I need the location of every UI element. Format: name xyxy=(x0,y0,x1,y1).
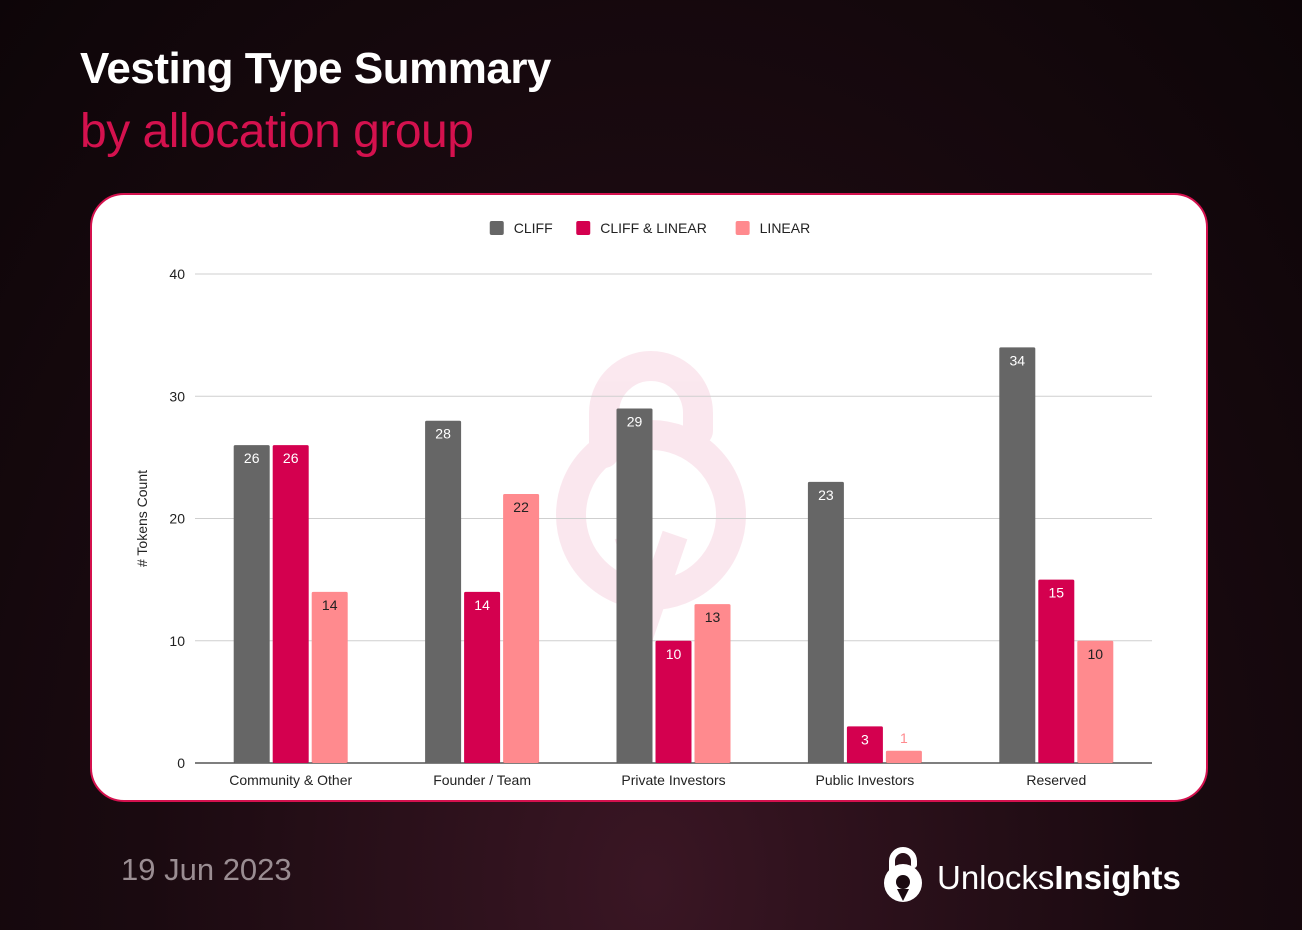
legend-swatch xyxy=(576,221,591,235)
brand-name: UnlocksInsights xyxy=(937,859,1181,897)
x-tick-label: Community & Other xyxy=(229,772,352,788)
data-label: 26 xyxy=(283,450,299,466)
bar-cliff xyxy=(425,420,462,763)
data-label: 1 xyxy=(900,730,908,746)
data-label: 14 xyxy=(322,597,338,613)
data-label: 29 xyxy=(627,413,643,429)
bar-linear xyxy=(311,591,348,763)
page-title: Vesting Type Summary xyxy=(80,44,551,93)
bar-cliff xyxy=(233,445,270,763)
data-label: 26 xyxy=(244,450,260,466)
data-label: 28 xyxy=(435,426,451,442)
bar-cliff-linear xyxy=(272,445,309,763)
brand-logo-group: UnlocksInsights xyxy=(880,845,1210,907)
bar-linear xyxy=(885,750,922,763)
bar-chart: 0 10 20 30 40 # Tokens Count 26 26 14 Community &… xyxy=(134,220,1152,788)
bar-cliff-linear xyxy=(655,640,692,763)
bar-cliff xyxy=(616,408,653,763)
data-label: 22 xyxy=(513,499,529,515)
bar-cliff-linear xyxy=(846,726,883,763)
data-label: 3 xyxy=(861,731,869,747)
brand-name-light: Unlocks xyxy=(937,859,1055,896)
data-label: 10 xyxy=(666,646,682,662)
bar-linear xyxy=(1077,640,1114,763)
y-axis-label: # Tokens Count xyxy=(134,470,150,567)
page-subtitle: by allocation group xyxy=(80,105,474,158)
legend-swatch xyxy=(735,221,750,235)
brand-name-bold: Insights xyxy=(1054,859,1181,896)
report-date: 19 Jun 2023 xyxy=(121,852,292,887)
data-label: 34 xyxy=(1010,352,1026,368)
bar-linear xyxy=(694,604,731,763)
y-tick-label: 30 xyxy=(169,388,185,404)
chart-card: 0 10 20 30 40 # Tokens Count 26 26 14 Community &… xyxy=(90,193,1208,802)
x-tick-label: Private Investors xyxy=(621,772,725,788)
legend-label: LINEAR xyxy=(760,220,811,236)
legend-label: CLIFF xyxy=(514,220,553,236)
x-tick-label: Reserved xyxy=(1026,772,1086,788)
y-tick-label: 0 xyxy=(177,755,185,771)
data-label: 14 xyxy=(474,597,490,613)
legend-swatch xyxy=(489,221,504,235)
bar-linear xyxy=(503,494,540,763)
x-tick-label: Founder / Team xyxy=(433,772,531,788)
data-label: 13 xyxy=(705,609,721,625)
y-tick-label: 40 xyxy=(169,266,185,282)
padlock-icon xyxy=(884,847,922,902)
bar-cliff-linear xyxy=(1038,579,1075,763)
data-label: 10 xyxy=(1088,646,1104,662)
y-tick-label: 20 xyxy=(169,511,185,527)
legend-label: CLIFF & LINEAR xyxy=(600,220,707,236)
bar-cliff xyxy=(999,347,1036,763)
data-label: 15 xyxy=(1049,585,1065,601)
bar-cliff-linear xyxy=(464,591,501,763)
x-tick-label: Public Investors xyxy=(815,772,914,788)
bar-cliff xyxy=(807,481,844,763)
y-tick-label: 10 xyxy=(169,633,185,649)
data-label: 23 xyxy=(818,487,834,503)
